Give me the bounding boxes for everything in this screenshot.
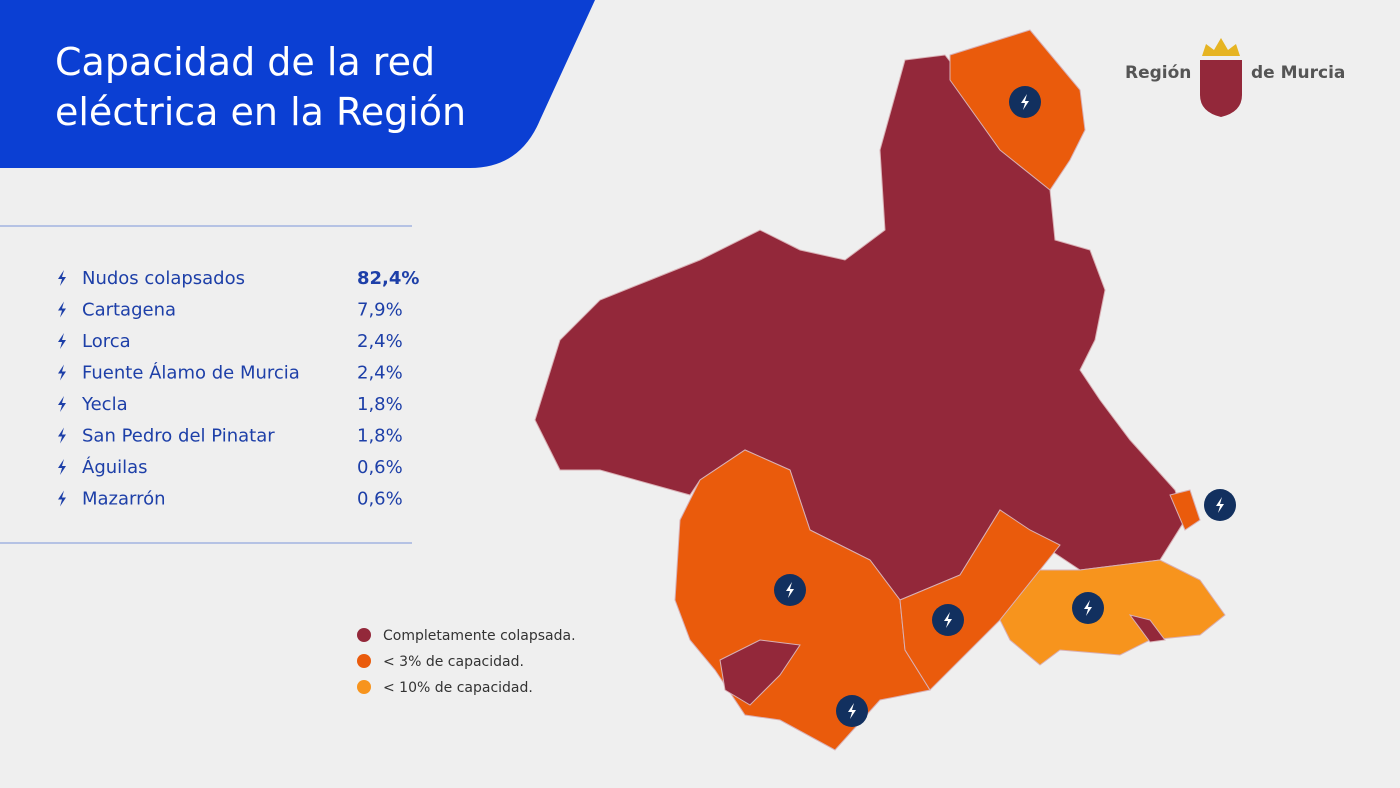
map bbox=[534, 29, 1226, 751]
title-line: eléctrica en la Región bbox=[55, 90, 466, 134]
stat-name: Cartagena bbox=[82, 300, 176, 321]
bolt-icon bbox=[58, 364, 66, 381]
bolt-icon bbox=[58, 396, 66, 412]
stat-name: Lorca bbox=[82, 331, 131, 352]
bolt-icon bbox=[58, 333, 66, 349]
stat-name: Águilas bbox=[82, 456, 148, 478]
legend-label: < 3% de capacidad. bbox=[383, 654, 524, 670]
bolt-icon bbox=[786, 582, 794, 598]
stat-value: 7,9% bbox=[357, 300, 403, 321]
stat-name: Yecla bbox=[81, 394, 128, 415]
map-region bbox=[719, 639, 801, 706]
logo-text: Región bbox=[1125, 63, 1191, 83]
bolt-icon bbox=[1216, 497, 1224, 513]
bolt-icon bbox=[1084, 600, 1092, 616]
stat-name: Mazarrón bbox=[82, 489, 166, 510]
bolt-icon bbox=[848, 703, 856, 719]
stat-value: 1,8% bbox=[357, 426, 403, 447]
stats-list: Nudos colapsados 82,4% Cartagena 7,9% Lorca 2… bbox=[58, 268, 419, 510]
legend: Completamente colapsada. < 3% de capacida… bbox=[357, 628, 576, 696]
stat-value: 0,6% bbox=[357, 457, 403, 478]
legend-swatch bbox=[357, 680, 371, 694]
logo-crown bbox=[1202, 38, 1240, 56]
icons bbox=[774, 86, 1236, 727]
legend-swatch bbox=[357, 628, 371, 642]
logo-text: de Murcia bbox=[1251, 63, 1345, 83]
legend-label: < 10% de capacidad. bbox=[383, 680, 533, 696]
stat-name: Nudos colapsados bbox=[82, 268, 245, 289]
stat-value: 0,6% bbox=[357, 489, 403, 510]
map-region bbox=[1169, 489, 1201, 531]
map-region bbox=[534, 54, 1186, 601]
stat-value: 2,4% bbox=[357, 331, 403, 352]
stat-value: 82,4% bbox=[357, 268, 419, 289]
stat-name: San Pedro del Pinatar bbox=[82, 426, 275, 447]
bolt-icon bbox=[58, 459, 66, 475]
bolt-icon bbox=[1021, 94, 1029, 110]
legend-swatch bbox=[357, 654, 371, 668]
stat-value: 2,4% bbox=[357, 363, 403, 384]
legend-label: Completamente colapsada. bbox=[383, 628, 576, 644]
map-region bbox=[1128, 614, 1166, 643]
logo-shield bbox=[1200, 60, 1242, 117]
bolt-icon bbox=[58, 301, 66, 318]
bolt-icon bbox=[58, 427, 66, 444]
stat-value: 1,8% bbox=[357, 394, 403, 415]
stat-name: Fuente Álamo de Murcia bbox=[82, 362, 300, 384]
header-band bbox=[0, 0, 595, 168]
bolt-icon bbox=[58, 270, 66, 286]
bolt-icon bbox=[58, 490, 66, 507]
bolt-icon bbox=[944, 612, 952, 628]
title-line: Capacidad de la red bbox=[55, 40, 435, 84]
